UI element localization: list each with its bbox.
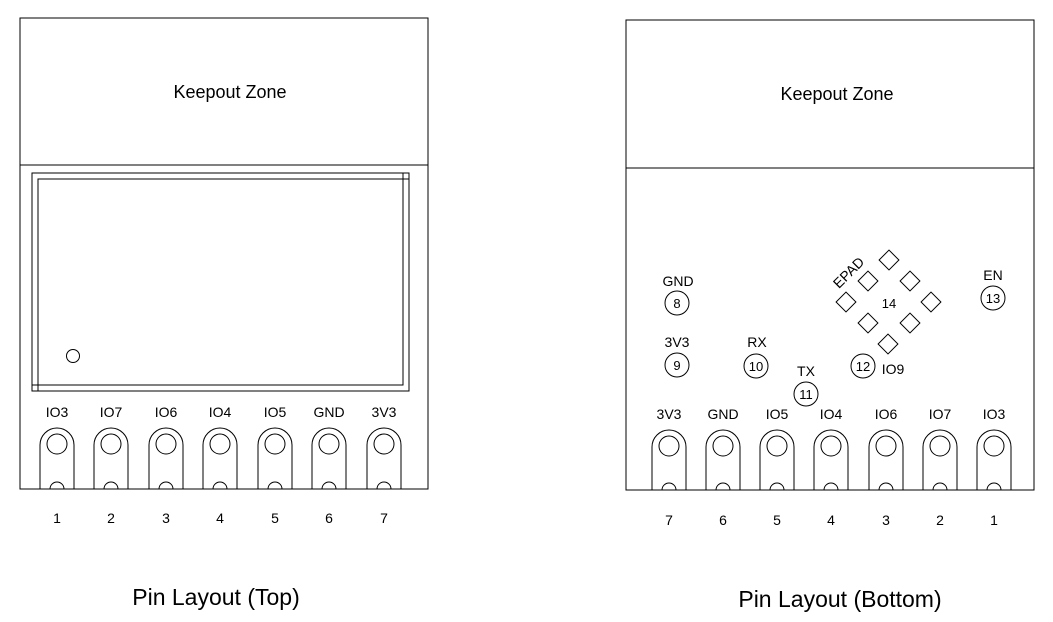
top-pad-2 — [93, 427, 129, 490]
pad-10-number: 10 — [749, 359, 763, 374]
pin1-marker-dot — [66, 349, 80, 363]
epad-array: 14 EPAD — [830, 249, 942, 355]
top-pin-label-3: IO6 — [155, 404, 178, 420]
bottom-pin-label-1: IO3 — [983, 406, 1006, 422]
pad-13-circle — [980, 285, 1006, 311]
pad-10-circle — [743, 353, 769, 379]
top-pin-label-5: IO5 — [264, 404, 287, 420]
bottom-pin-number-1: 1 — [990, 512, 998, 528]
top-pin-label-4: IO4 — [209, 404, 232, 420]
top-shield-outer — [31, 172, 410, 392]
pad-11-number: 11 — [799, 387, 813, 402]
epad-square — [899, 312, 921, 334]
pad-8-circle — [664, 290, 690, 316]
bottom-pin-label-7: 3V3 — [657, 406, 682, 422]
bottom-pin-label-5: IO5 — [766, 406, 789, 422]
top-keepout-label: Keepout Zone — [173, 82, 286, 102]
top-pin-label-7: 3V3 — [372, 404, 397, 420]
top-pin-number-1: 1 — [53, 510, 61, 526]
bottom-pin-number-4: 4 — [827, 512, 835, 528]
epad-square — [857, 270, 879, 292]
top-pin-number-3: 3 — [162, 510, 170, 526]
top-pin-number-5: 5 — [271, 510, 279, 526]
bottom-caption: Pin Layout (Bottom) — [738, 586, 941, 612]
bottom-pad-3 — [868, 429, 904, 491]
bottom-pad-5 — [759, 429, 795, 491]
bottom-pin-number-2: 2 — [936, 512, 944, 528]
top-pad-5 — [257, 427, 293, 490]
pad-14-label: EPAD — [830, 254, 868, 292]
top-shield-offset — [31, 172, 404, 386]
pad-9-circle — [664, 352, 690, 378]
top-pad-4 — [202, 427, 238, 490]
bottom-pin-number-3: 3 — [882, 512, 890, 528]
pad-11-circle — [793, 381, 819, 407]
top-pin-label-6: GND — [313, 404, 344, 420]
top-pin-label-1: IO3 — [46, 404, 69, 420]
epad-square — [857, 312, 879, 334]
bottom-pad-1 — [976, 429, 1012, 491]
top-pin-number-2: 2 — [107, 510, 115, 526]
top-module-outline — [19, 17, 429, 490]
pad-13-number: 13 — [986, 291, 1000, 306]
top-pad-6 — [311, 427, 347, 490]
pad-10-label: RX — [747, 334, 767, 350]
bottom-pad-6 — [705, 429, 741, 491]
epad-square — [878, 249, 900, 271]
bottom-view: Keepout Zone 3V3 GND IO5 IO4 IO6 IO7 IO3 — [625, 19, 1035, 612]
top-pin-number-6: 6 — [325, 510, 333, 526]
bottom-pin-label-3: IO6 — [875, 406, 898, 422]
bottom-pin-label-6: GND — [707, 406, 738, 422]
pad-12-circle — [850, 353, 876, 379]
pad-12-label: IO9 — [882, 361, 905, 377]
bottom-pin-label-2: IO7 — [929, 406, 952, 422]
bottom-pad-2 — [922, 429, 958, 491]
bottom-pin-number-6: 6 — [719, 512, 727, 528]
pad-9-number: 9 — [673, 358, 680, 373]
bottom-pad-7 — [651, 429, 687, 491]
epad-square — [899, 270, 921, 292]
bottom-pad-4 — [813, 429, 849, 491]
bottom-module-outline — [625, 19, 1035, 491]
top-pad-7 — [366, 427, 402, 490]
epad-square — [835, 291, 857, 313]
top-pad-3 — [148, 427, 184, 490]
top-pad-1 — [39, 427, 75, 490]
epad-square — [920, 291, 942, 313]
top-caption: Pin Layout (Top) — [132, 584, 299, 610]
bottom-pin-number-5: 5 — [773, 512, 781, 528]
bottom-keepout-label: Keepout Zone — [780, 84, 893, 104]
top-view: Keepout Zone IO3 IO7 IO6 IO4 IO5 GND 3V3 — [19, 17, 429, 610]
pad-12-number: 12 — [856, 359, 870, 374]
pad-11-label: TX — [797, 363, 816, 379]
pad-9-label: 3V3 — [665, 334, 690, 350]
top-shield-inner — [37, 178, 410, 392]
pad-13-label: EN — [983, 267, 1002, 283]
top-pin-number-4: 4 — [216, 510, 224, 526]
pad-8-number: 8 — [673, 296, 680, 311]
pad-8-label: GND — [662, 273, 693, 289]
pad-14-number: 14 — [882, 296, 896, 311]
bottom-pin-label-4: IO4 — [820, 406, 843, 422]
bottom-pin-number-7: 7 — [665, 512, 673, 528]
epad-square — [877, 333, 899, 355]
top-pin-number-7: 7 — [380, 510, 388, 526]
top-pin-label-2: IO7 — [100, 404, 123, 420]
